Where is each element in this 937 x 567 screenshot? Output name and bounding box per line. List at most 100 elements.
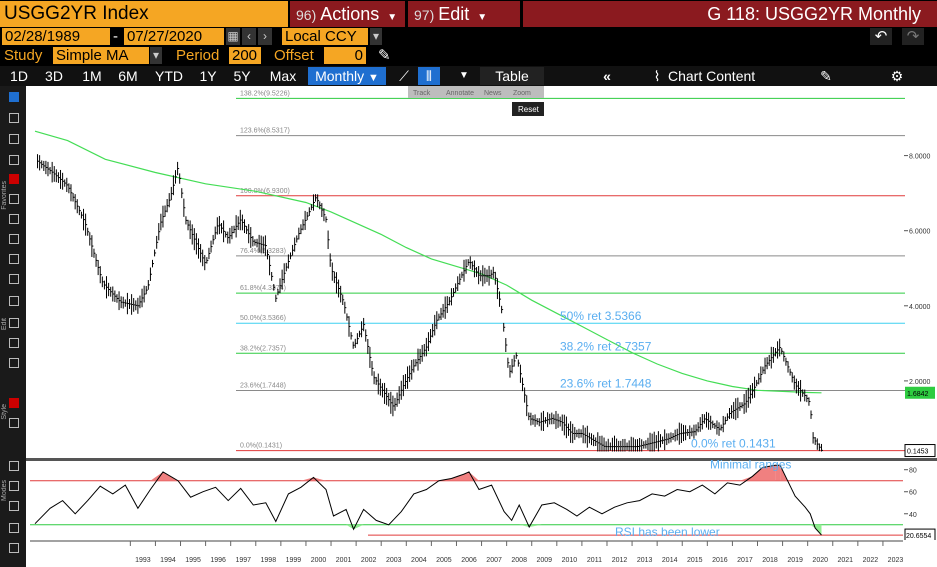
popup-toolbar [408,86,544,98]
fib-icon[interactable] [9,214,19,224]
actions-number: 96) [296,7,317,23]
price-annotations: 50% ret 3.5366 38.2% ret 2.7357 23.6% ret … [560,309,776,450]
rsi-fill [353,524,364,530]
period-1d[interactable]: 1D [10,68,28,84]
arrow-icon[interactable] [9,338,19,348]
period-ytd[interactable]: YTD [155,68,183,84]
ma-line [34,130,822,394]
collapse-icon[interactable]: « [603,68,611,84]
rsi-fill [346,524,354,530]
period-max[interactable]: Max [269,68,297,84]
bar-chart-icon[interactable]: ⫴ [418,67,440,85]
end-date-field[interactable]: 07/27/2020 [124,28,224,45]
pencil-icon[interactable]: ✎ [378,47,391,64]
fib-level-label: 123.6%(8.5317) [240,128,290,135]
fib-level-label: 50.0%(3.5366) [240,315,286,322]
chart-content-icon[interactable]: ⌇ [653,68,661,84]
reset-button[interactable] [512,102,544,116]
rsi-tick-label: 80 [909,468,917,475]
chevron-down-icon: ▼ [387,12,398,23]
x-tick-label: 2023 [888,557,904,564]
ruler-icon[interactable] [9,274,19,284]
chevron-left-icon[interactable]: ‹ [242,28,256,45]
popup-zoom[interactable]: Zoom [513,90,531,97]
chart-background [26,86,937,567]
period-5y[interactable]: 5Y [233,68,251,84]
y-tick-label: 2.0000 [909,379,931,386]
rsi-annotation: RSI has been lower [615,525,720,539]
price-chart[interactable]: 138.2%(9.5226) 123.6%(8.5317) 100.0%(6.930… [26,86,937,567]
security-ticker[interactable]: USGG2YR Index [0,1,288,27]
offset-field[interactable]: 0 [324,47,366,64]
line-style-icon[interactable] [9,418,19,428]
mode-icon[interactable] [9,461,19,471]
rsi-fill [815,524,822,536]
rsi-annotation: Minimal ranges [710,458,791,472]
x-tick-label: 2000 [311,557,327,564]
price-bars [37,154,823,452]
delete-icon[interactable] [9,155,19,165]
fib-level-label: 61.8%(4.3374) [240,285,286,292]
chevron-down-icon[interactable]: ▾ [370,28,382,45]
panel-divider[interactable] [26,458,937,461]
color-icon[interactable] [9,398,19,408]
settings-icon[interactable] [9,543,19,553]
gear-icon[interactable]: ⚙ [890,68,904,84]
study-bar: Study Simple MA ▾ Period 200 Offset 0 ✎ [0,47,937,65]
chevron-down-icon[interactable]: ▾ [150,47,162,64]
last-price-label: 0.1453 [907,449,929,456]
chart-content-button[interactable]: Chart Content [668,68,756,84]
x-tick-label: 2008 [511,557,527,564]
text-icon[interactable] [9,254,19,264]
rsi-fill [529,524,542,527]
start-date-field[interactable]: 02/28/1989 [2,28,110,45]
shapes-icon[interactable] [9,134,19,144]
period-1m[interactable]: 1M [82,68,102,84]
x-tick-label: 2006 [461,557,477,564]
chevron-right-icon[interactable]: › [258,28,272,45]
period-field[interactable]: 200 [229,47,261,64]
popup-news[interactable]: News [484,90,502,97]
trash-icon[interactable] [9,358,19,368]
edit-label: Edit [438,4,470,24]
period-3d[interactable]: 3D [45,68,63,84]
period-6m[interactable]: 6M [118,68,138,84]
paint-icon[interactable] [9,481,19,491]
frequency-select[interactable]: Monthly ▼ [308,67,386,85]
study-select[interactable]: Simple MA [53,47,149,64]
magnet-icon[interactable] [9,501,19,511]
crosshair-icon[interactable] [9,523,19,533]
popup-track[interactable]: Track [413,90,431,97]
table-button[interactable]: Table [480,67,544,85]
rsi-panel: Minimal ranges RSI has been lower [30,458,903,539]
line-tool-icon[interactable] [9,296,19,306]
x-tick-label: 2005 [436,557,452,564]
x-tick-label: 1993 [135,557,151,564]
currency-select[interactable]: Local CCY [282,28,368,45]
x-tick-label: 2018 [762,557,778,564]
calendar-icon[interactable]: ▦ [226,28,240,45]
line-chart-icon[interactable]: ⟋ [399,68,409,84]
chevron-down-icon[interactable]: ▼ [459,70,469,81]
copy-icon[interactable] [9,318,19,328]
redo-icon[interactable]: ↷ [902,28,924,45]
favorite-icon[interactable] [9,174,19,184]
annotate-icon[interactable]: ✎ [820,68,832,84]
x-tick-label: 2003 [386,557,402,564]
reset-label: Reset [518,105,540,114]
brush-icon[interactable] [9,234,19,244]
undo-icon[interactable]: ↶ [870,28,892,45]
x-tick-label: 2012 [612,557,628,564]
modes-label: Modes [1,480,8,502]
pen-icon[interactable] [9,113,19,123]
fib-level-label: 38.2%(2.7357) [240,345,286,352]
cursor-icon[interactable] [9,92,19,102]
trendline-icon[interactable] [9,194,19,204]
period-1y[interactable]: 1Y [199,68,217,84]
popup-annotate[interactable]: Annotate [446,90,474,97]
actions-menu[interactable]: 96) Actions ▼ [290,1,405,27]
edit-menu[interactable]: 97) Edit ▼ [408,1,520,27]
x-tick-label: 2016 [712,557,728,564]
fib-level-label: 100.0%(6.9300) [240,188,290,195]
rsi-fill [464,471,469,481]
